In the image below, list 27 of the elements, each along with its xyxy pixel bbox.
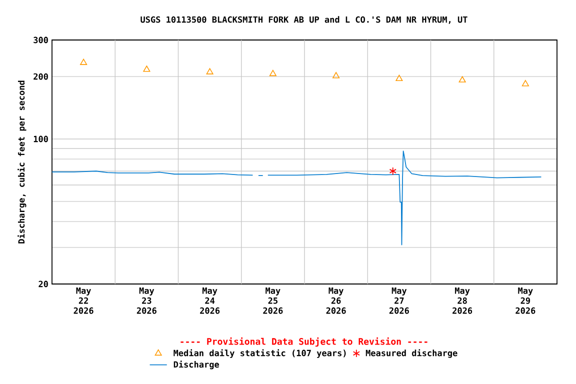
x-tick-label: May 29 2026 bbox=[516, 288, 536, 314]
point bbox=[389, 167, 396, 176]
point bbox=[80, 58, 88, 65]
y-tick-label: 100 bbox=[34, 136, 48, 142]
legend-label: Measured discharge bbox=[366, 349, 458, 358]
x-tick-label: May 22 2026 bbox=[74, 288, 94, 314]
point bbox=[143, 66, 150, 72]
point bbox=[522, 80, 529, 86]
text: ---- Provisional Data Subject to Revision ---- bbox=[180, 337, 428, 347]
x-tick-label: May 28 2026 bbox=[452, 288, 472, 314]
legend-label: Median daily statistic (107 years) bbox=[174, 349, 346, 358]
point bbox=[396, 74, 403, 82]
x-tick-label: May 23 2026 bbox=[136, 288, 156, 314]
x-tick-label: May 26 2026 bbox=[326, 288, 346, 314]
x-tick-label: May 27 2026 bbox=[389, 288, 409, 314]
y-tick-label: 300 bbox=[34, 36, 48, 44]
y-tick-label: 200 bbox=[34, 73, 48, 80]
point bbox=[332, 72, 340, 78]
point bbox=[206, 68, 214, 74]
x-tick-label: May 25 2026 bbox=[263, 288, 283, 314]
y-tick-label: 20 bbox=[38, 280, 48, 288]
point bbox=[269, 70, 276, 76]
legend-label: Discharge bbox=[174, 360, 220, 370]
point bbox=[458, 76, 466, 82]
chart-title: USGS 10113500 BLACKSMITH FORK AB UP and L CO.'S DAM NR HYRUM, UT bbox=[140, 16, 468, 24]
x-tick-label: May 24 2026 bbox=[200, 288, 220, 314]
y-axis-title: Discharge, cubic feet per second bbox=[18, 80, 26, 244]
